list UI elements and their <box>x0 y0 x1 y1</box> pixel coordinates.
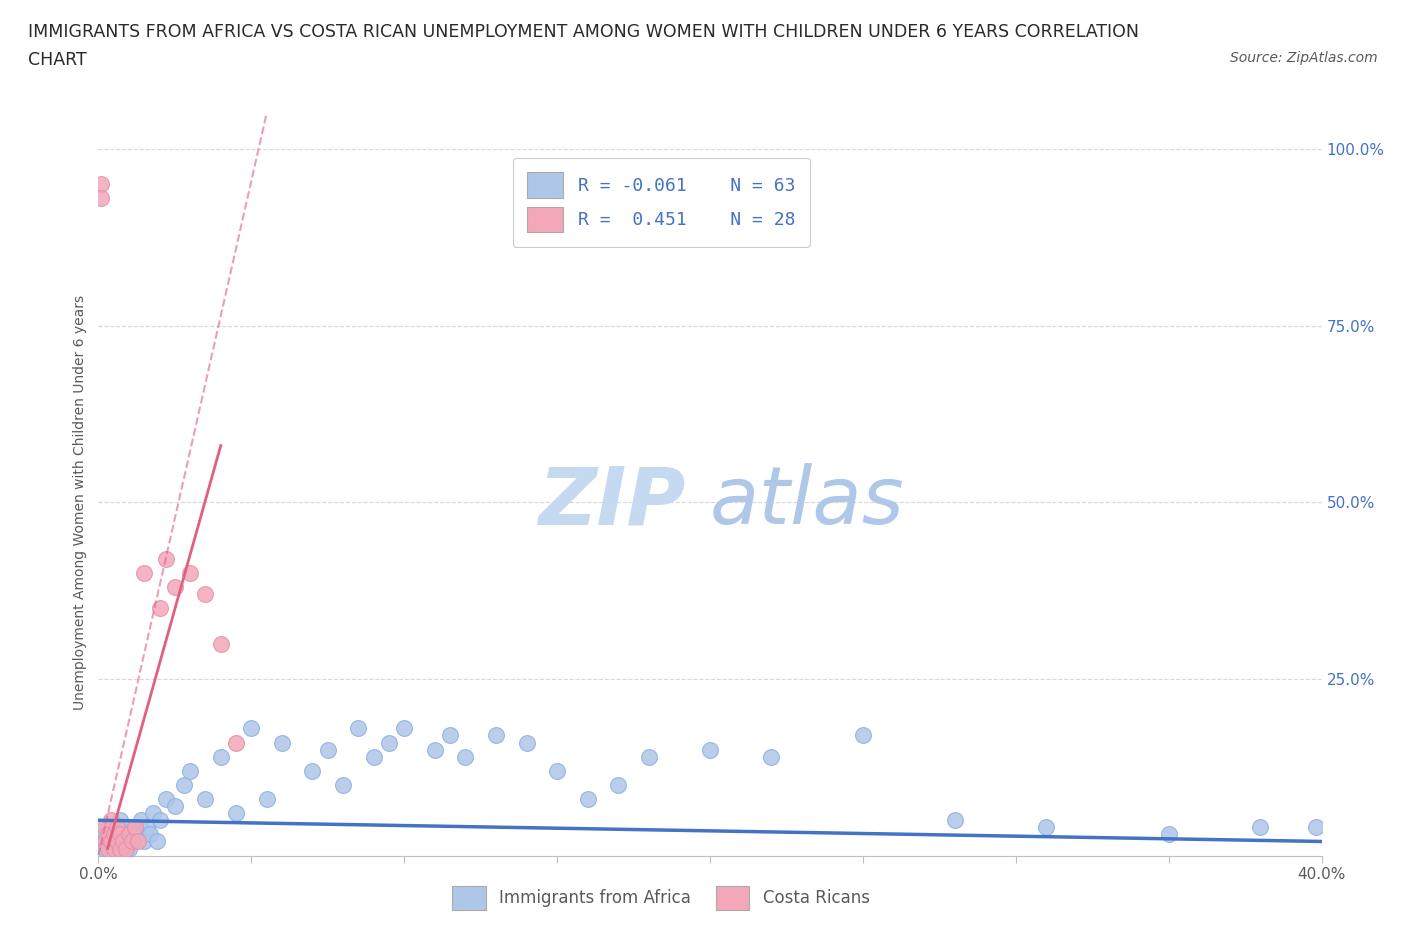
Point <box>225 805 247 820</box>
Point <box>121 834 143 849</box>
Point <box>103 820 125 835</box>
Point <box>149 813 172 828</box>
Point <box>97 834 120 849</box>
Point <box>108 834 131 849</box>
Point <box>516 735 538 750</box>
Point <box>194 587 217 602</box>
Legend: Immigrants from Africa, Costa Ricans: Immigrants from Africa, Costa Ricans <box>444 878 877 918</box>
Point <box>347 721 370 736</box>
Point <box>108 827 131 842</box>
Point <box>759 750 782 764</box>
Point <box>145 834 167 849</box>
Point <box>124 820 146 835</box>
Point <box>485 728 508 743</box>
Point <box>142 805 165 820</box>
Point <box>136 820 159 835</box>
Point <box>115 834 138 849</box>
Point <box>121 834 143 849</box>
Point <box>100 827 122 842</box>
Point <box>118 827 141 842</box>
Point <box>97 841 120 856</box>
Point <box>637 750 661 764</box>
Point <box>316 742 339 757</box>
Point <box>378 735 401 750</box>
Point <box>139 827 162 842</box>
Point <box>103 834 125 849</box>
Point <box>1035 820 1057 835</box>
Point <box>111 834 134 849</box>
Point <box>943 813 966 828</box>
Text: ZIP: ZIP <box>538 463 686 541</box>
Point <box>392 721 416 736</box>
Point <box>423 742 446 757</box>
Point <box>93 820 115 835</box>
Point <box>332 777 354 792</box>
Point <box>155 791 177 806</box>
Point <box>699 742 721 757</box>
Point <box>108 813 131 828</box>
Point <box>209 750 232 764</box>
Point <box>225 735 247 750</box>
Point <box>115 841 138 856</box>
Point <box>163 579 186 594</box>
Point <box>134 834 156 849</box>
Point <box>105 820 128 835</box>
Point <box>127 827 149 842</box>
Point <box>194 791 217 806</box>
Point <box>179 764 201 778</box>
Point <box>270 735 292 750</box>
Point <box>105 841 128 856</box>
Point <box>163 799 186 814</box>
Point <box>607 777 630 792</box>
Point <box>127 834 149 849</box>
Point <box>100 813 122 828</box>
Point <box>454 750 477 764</box>
Point <box>179 565 201 580</box>
Point <box>118 841 141 856</box>
Point <box>149 601 172 616</box>
Point <box>129 813 152 828</box>
Text: IMMIGRANTS FROM AFRICA VS COSTA RICAN UNEMPLOYMENT AMONG WOMEN WITH CHILDREN UND: IMMIGRANTS FROM AFRICA VS COSTA RICAN UN… <box>28 23 1139 41</box>
Point <box>124 820 146 835</box>
Point <box>173 777 195 792</box>
Point <box>103 841 125 856</box>
Point <box>100 841 122 856</box>
Point <box>105 834 128 849</box>
Point <box>1157 827 1180 842</box>
Point <box>97 827 120 842</box>
Point <box>155 551 177 566</box>
Point <box>546 764 568 778</box>
Point <box>103 827 125 842</box>
Point <box>111 827 134 842</box>
Point <box>256 791 278 806</box>
Point <box>97 820 120 835</box>
Point <box>301 764 323 778</box>
Point <box>115 820 138 835</box>
Point <box>90 834 112 849</box>
Point <box>240 721 263 736</box>
Text: Source: ZipAtlas.com: Source: ZipAtlas.com <box>1230 51 1378 65</box>
Point <box>111 841 134 856</box>
Point <box>108 841 131 856</box>
Point <box>363 750 385 764</box>
Point <box>93 834 115 849</box>
Point <box>118 827 141 842</box>
Text: atlas: atlas <box>710 463 905 541</box>
Point <box>134 565 156 580</box>
Text: CHART: CHART <box>28 51 87 69</box>
Point <box>90 177 112 192</box>
Point <box>209 636 232 651</box>
Point <box>576 791 599 806</box>
Point <box>1249 820 1271 835</box>
Point <box>90 191 112 206</box>
Point <box>93 827 115 842</box>
Point <box>105 827 128 842</box>
Y-axis label: Unemployment Among Women with Children Under 6 years: Unemployment Among Women with Children U… <box>73 295 87 710</box>
Point <box>100 834 122 849</box>
Point <box>1305 820 1327 835</box>
Point <box>852 728 875 743</box>
Point <box>439 728 461 743</box>
Point <box>93 841 115 856</box>
